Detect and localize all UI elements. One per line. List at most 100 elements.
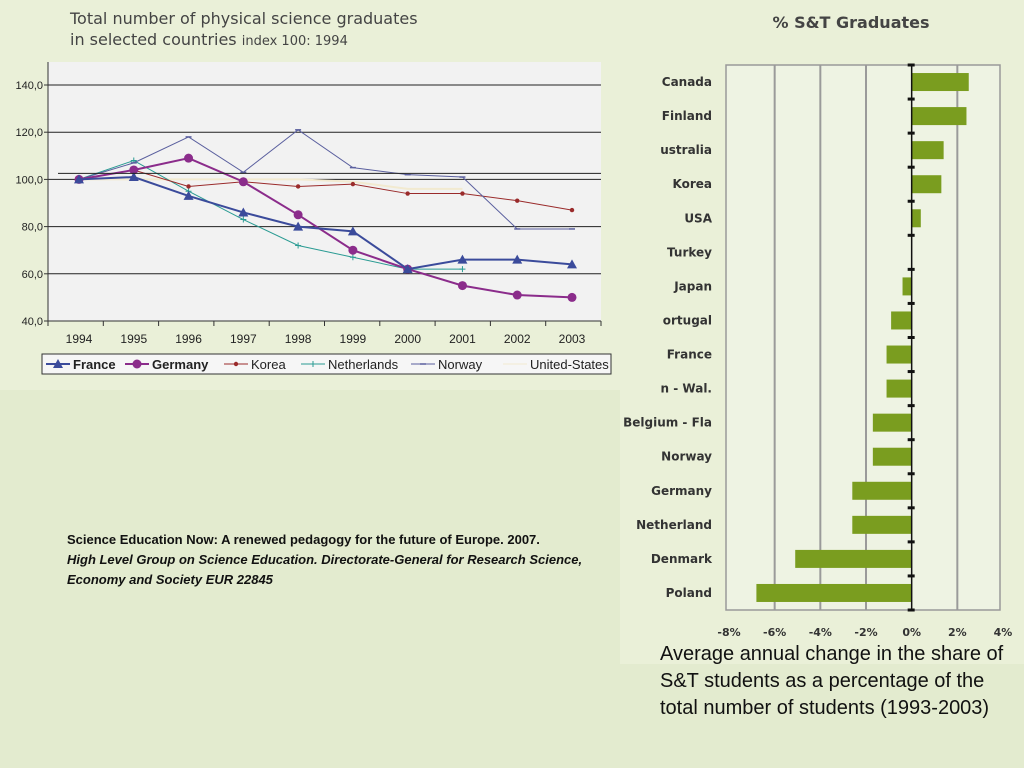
bar xyxy=(872,413,912,432)
bar-category-label: Finland xyxy=(662,109,712,123)
line-plot-area xyxy=(48,62,601,321)
x-tick-label: 1996 xyxy=(175,332,202,346)
data-point-france xyxy=(183,190,194,200)
bar xyxy=(911,73,969,92)
data-point-france xyxy=(457,254,468,264)
data-point-korea xyxy=(460,191,465,196)
data-point-france xyxy=(512,254,523,264)
y-tick-label: 100,0 xyxy=(15,174,43,186)
bar xyxy=(756,583,912,602)
bar xyxy=(911,141,944,160)
line-chart-index-note: index 100: 1994 xyxy=(241,34,348,49)
data-point-korea xyxy=(350,181,356,187)
x-tick-label: 1999 xyxy=(340,332,367,346)
x-tick-label: 1995 xyxy=(120,332,147,346)
data-point-germany xyxy=(512,290,522,300)
x-tick-label: 4% xyxy=(994,626,1013,639)
data-point-korea xyxy=(405,191,410,196)
legend-label: France xyxy=(73,357,116,372)
bar xyxy=(852,515,912,534)
legend-label: Germany xyxy=(152,357,209,372)
data-point-netherlands xyxy=(240,216,247,223)
data-point-netherlands xyxy=(459,266,466,273)
data-point-france xyxy=(74,174,84,184)
series-line-france xyxy=(78,176,573,271)
data-point-korea xyxy=(569,207,575,213)
data-point-france xyxy=(402,264,413,274)
x-tick-label: -2% xyxy=(854,626,877,639)
data-point-germany xyxy=(567,292,577,302)
x-tick-label: 1998 xyxy=(285,332,312,346)
data-point-germany xyxy=(238,177,248,187)
bar-category-label: Korea xyxy=(673,177,713,191)
data-point-france xyxy=(347,226,358,236)
data-point-germany xyxy=(132,359,142,369)
bar-chart: % S&T Graduates Canada Finland ustralia Kore… xyxy=(623,13,1013,639)
x-tick-label: -8% xyxy=(717,626,740,639)
bar xyxy=(852,481,912,500)
bar-category-label: Poland xyxy=(666,586,712,600)
legend-label: United-States xyxy=(530,357,609,372)
data-point-france xyxy=(293,221,304,231)
data-point-korea xyxy=(186,184,191,189)
y-tick-label: 80,0 xyxy=(22,222,43,234)
bar-category-label: ortugal xyxy=(663,313,712,327)
bar-category-label: Turkey xyxy=(667,245,712,259)
bar-chart-title: % S&T Graduates xyxy=(772,13,929,32)
bar xyxy=(886,345,912,364)
y-tick-label: 120,0 xyxy=(15,127,43,139)
bar xyxy=(795,549,912,568)
line-chart-title: Total number of physical science graduat… xyxy=(70,8,418,52)
legend-label: Netherlands xyxy=(328,357,399,372)
data-point-france xyxy=(53,359,63,368)
series-line-norway xyxy=(78,129,572,230)
series-line-germany xyxy=(78,157,573,299)
x-tick-label: 2001 xyxy=(449,332,476,346)
series-line-korea xyxy=(78,169,573,211)
series-line-netherlands xyxy=(78,159,463,270)
x-tick-label: 2000 xyxy=(394,332,421,346)
bar-category-label: ustralia xyxy=(660,143,712,157)
y-tick-label: 40,0 xyxy=(22,316,43,328)
data-point-france xyxy=(238,207,249,217)
x-tick-label: 2002 xyxy=(504,332,531,346)
citation-source: High Level Group on Science Education. D… xyxy=(67,552,583,587)
x-tick-label: -4% xyxy=(809,626,832,639)
data-point-germany xyxy=(293,210,303,220)
legend-label: Korea xyxy=(251,357,286,372)
legend-box xyxy=(41,353,612,375)
bar xyxy=(911,209,921,228)
y-tick-label: 60,0 xyxy=(22,269,43,281)
bar-category-label: Canada xyxy=(662,75,712,89)
data-point-netherlands xyxy=(310,361,316,367)
legend-label: Norway xyxy=(438,357,483,372)
citation-title: Science Education Now: A renewed pedagog… xyxy=(67,532,540,547)
bar-category-label: USA xyxy=(684,211,712,225)
bar xyxy=(886,379,912,398)
bar xyxy=(872,447,912,466)
bar-category-label: Belgium - Fla xyxy=(623,416,712,430)
bar xyxy=(902,277,912,296)
x-tick-label: -6% xyxy=(763,626,786,639)
x-tick-label: 1994 xyxy=(66,332,93,346)
data-point-korea xyxy=(295,184,301,189)
line-chart-title-line2: in selected countries xyxy=(70,30,237,49)
bar-chart-caption: Average annual change in the share of S&… xyxy=(660,643,1004,719)
data-point-france xyxy=(128,172,139,182)
citation: Science Education Now: A renewed pedagog… xyxy=(67,530,587,590)
data-point-germany xyxy=(184,153,194,163)
bar xyxy=(891,311,912,330)
data-point-france xyxy=(567,259,577,269)
bar-category-label: Netherland xyxy=(636,518,712,532)
bar-category-label: France xyxy=(667,348,712,362)
line-chart-title-line1: Total number of physical science graduat… xyxy=(70,9,418,28)
bar xyxy=(911,175,942,194)
x-tick-label: 2% xyxy=(948,626,967,639)
bar-category-label: n - Wal. xyxy=(661,382,712,396)
x-tick-label: 1997 xyxy=(230,332,257,346)
bar-category-label: Japan xyxy=(673,279,712,293)
x-tick-label: 2003 xyxy=(559,332,586,346)
data-point-germany xyxy=(457,281,467,291)
bar-category-label: Norway xyxy=(661,450,712,464)
data-point-korea xyxy=(233,361,239,367)
